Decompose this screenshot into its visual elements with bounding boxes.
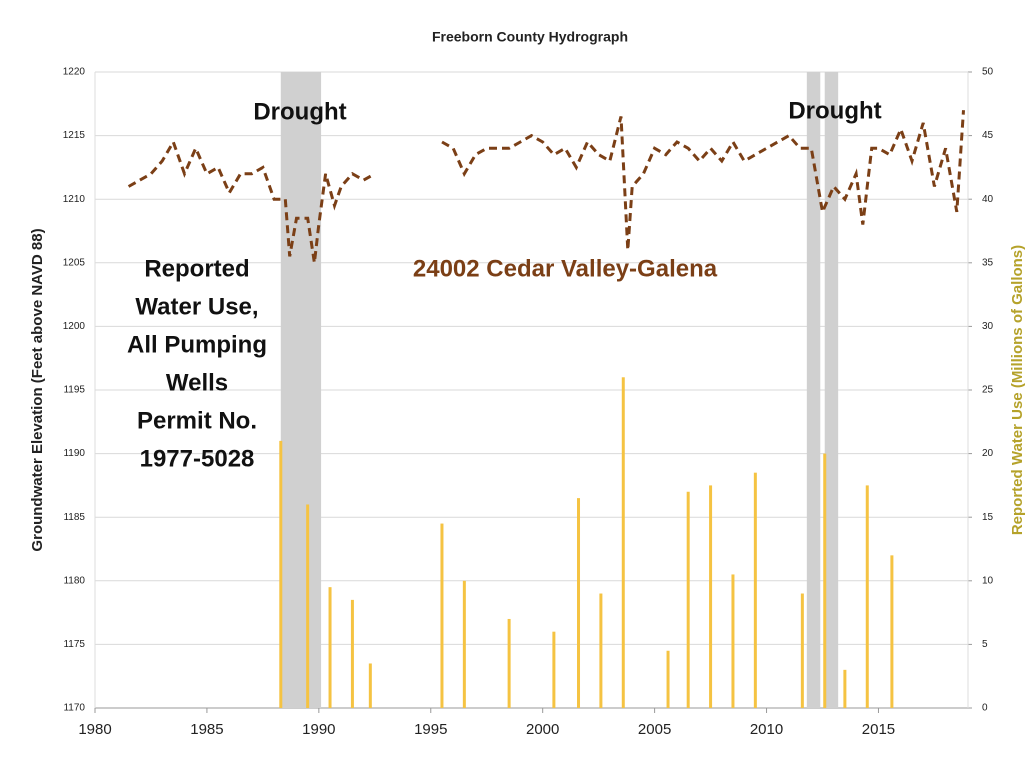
water-use-bar (350, 599, 354, 708)
water-use-bar (621, 377, 625, 708)
y2-tick-label: 5 (982, 639, 988, 650)
water-use-bar (507, 618, 511, 708)
y-tick-label: 1195 (63, 385, 85, 396)
annotation: Reported (144, 255, 249, 282)
groundwater-line (127, 110, 965, 264)
water-use-bar (599, 593, 603, 708)
y-tick-label: 1185 (63, 512, 85, 523)
water-use-bar (686, 491, 690, 708)
x-tick-label: 1990 (302, 721, 335, 738)
x-tick-label: 2005 (638, 721, 671, 738)
y2-tick-label: 0 (982, 703, 988, 714)
x-tick-label: 1980 (78, 721, 111, 738)
x-tick-label: 1985 (190, 721, 223, 738)
y-tick-label: 1170 (63, 703, 85, 714)
water-use-bar (306, 504, 310, 708)
x-tick-label: 2000 (526, 721, 559, 738)
water-use-bar (800, 593, 804, 708)
water-use-bar (753, 472, 757, 708)
water-use-bar (823, 453, 827, 708)
water-use-bar (666, 650, 670, 708)
x-tick-label: 2015 (862, 721, 895, 738)
water-use-bar (577, 498, 581, 708)
y2-tick-label: 30 (982, 321, 994, 332)
annotation: Drought (253, 98, 346, 125)
annotation: All Pumping (127, 331, 267, 358)
annotation: 24002 Cedar Valley-Galena (413, 255, 718, 282)
y-tick-label: 1200 (63, 321, 86, 332)
annotation: 1977-5028 (140, 445, 255, 472)
y2-tick-label: 15 (982, 512, 994, 523)
y2-axis-label: Reported Water Use (Millions of Gallons) (1009, 245, 1026, 535)
water-use-bar (440, 523, 444, 708)
y-axis-label: Groundwater Elevation (Feet above NAVD 8… (29, 228, 46, 551)
annotation: Permit No. (137, 407, 257, 434)
x-tick-label: 1995 (414, 721, 447, 738)
y2-tick-label: 50 (982, 67, 994, 78)
y2-tick-label: 25 (982, 385, 994, 396)
y-tick-label: 1190 (63, 448, 85, 459)
y-tick-label: 1215 (63, 130, 86, 141)
drought-band (824, 72, 839, 708)
water-use-bar (890, 555, 894, 708)
water-use-bar (865, 485, 869, 708)
drought-band (280, 72, 322, 708)
y2-tick-label: 40 (982, 194, 994, 205)
y-tick-label: 1180 (63, 575, 85, 586)
water-use-bar (328, 587, 332, 708)
water-use-bar (279, 440, 283, 708)
water-use-bar (552, 631, 556, 708)
annotation: Water Use, (135, 293, 258, 320)
y-tick-label: 1210 (63, 194, 86, 205)
water-use-bar (843, 669, 847, 708)
annotation: Drought (788, 97, 881, 124)
y-tick-label: 1220 (63, 67, 86, 78)
y2-tick-label: 20 (982, 448, 994, 459)
y-tick-label: 1205 (63, 257, 86, 268)
y-tick-label: 1175 (63, 639, 85, 650)
water-use-bar (731, 574, 735, 708)
water-use-bar (368, 663, 372, 708)
y2-tick-label: 45 (982, 130, 994, 141)
annotation: Wells (166, 369, 228, 396)
y2-tick-label: 35 (982, 257, 994, 268)
water-use-bar (462, 580, 466, 708)
water-use-bar (709, 485, 713, 708)
y2-tick-label: 10 (982, 575, 994, 586)
x-tick-label: 2010 (750, 721, 783, 738)
chart-title: Freeborn County Hydrograph (432, 29, 628, 45)
drought-band (806, 72, 821, 708)
